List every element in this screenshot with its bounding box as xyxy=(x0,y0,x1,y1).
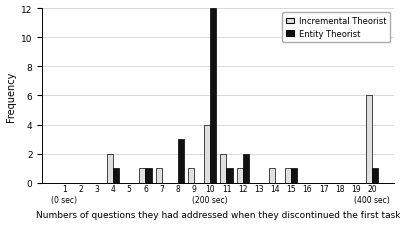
Bar xyxy=(291,169,298,183)
Bar xyxy=(285,169,291,183)
Bar xyxy=(236,169,243,183)
Bar xyxy=(156,169,162,183)
Bar xyxy=(139,169,146,183)
Bar xyxy=(188,169,194,183)
Bar xyxy=(107,154,113,183)
Bar xyxy=(204,125,210,183)
Bar xyxy=(210,9,216,183)
Bar xyxy=(113,169,119,183)
X-axis label: Numbers of questions they had addressed when they discontinued the first task: Numbers of questions they had addressed … xyxy=(36,210,400,219)
Bar xyxy=(372,169,378,183)
Bar xyxy=(366,96,372,183)
Bar xyxy=(243,154,249,183)
Bar xyxy=(269,169,275,183)
Y-axis label: Frequency: Frequency xyxy=(6,71,16,121)
Bar xyxy=(178,139,184,183)
Bar xyxy=(146,169,152,183)
Bar xyxy=(220,154,226,183)
Legend: Incremental Theorist, Entity Theorist: Incremental Theorist, Entity Theorist xyxy=(282,13,390,43)
Bar xyxy=(226,169,233,183)
